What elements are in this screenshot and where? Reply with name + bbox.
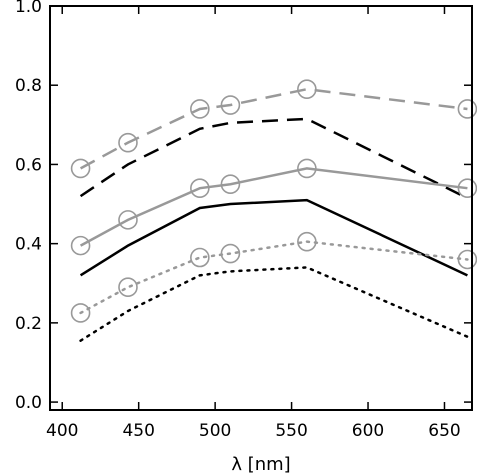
data-point [70,303,91,323]
series-2 [79,117,468,200]
data-point [190,99,210,119]
data-point [297,158,317,179]
x-tick-label: 500 [199,421,231,441]
data-point [70,158,91,179]
series-line [79,167,468,247]
x-axis-label: λ [nm] [231,454,290,475]
series-1 [70,79,477,179]
data-point [70,235,91,256]
series-line [79,266,469,342]
x-tick-label: 400 [46,421,78,441]
axes: 400 450 500 550 600 650 0.0 0.2 0.4 0.6 0.8 1.0 [15,0,472,441]
data-point [220,95,241,115]
series-5 [70,231,477,323]
y-tick-label: 1.0 [15,0,42,17]
data-point [190,247,210,268]
series-4 [79,198,468,277]
series-3 [70,158,477,256]
data-point [297,231,317,252]
series-line [79,87,468,170]
data-point [118,132,138,153]
x-tick-label: 550 [275,421,307,441]
x-tick-label: 600 [352,421,384,441]
data-point [297,79,317,99]
y-tick-label: 0.8 [15,76,42,96]
data-point [220,174,241,195]
series-6 [79,266,469,342]
data-point [118,210,138,230]
data-point [457,249,477,270]
series-line [79,198,468,277]
y-tick-label: 0.4 [15,235,42,255]
plot-frame [49,5,473,411]
data-point [457,99,477,119]
data-point [118,277,138,298]
data-point [457,178,477,198]
data-point [190,178,210,198]
series-line [79,240,469,315]
plot-area [70,79,477,342]
y-tick-label: 0.6 [15,155,42,175]
x-tick-label: 450 [122,421,154,441]
x-tick-label: 650 [428,421,460,441]
data-point [220,243,241,264]
y-tick-label: 0.0 [15,393,42,413]
series-line [79,117,468,200]
y-tick-label: 0.2 [15,314,42,334]
